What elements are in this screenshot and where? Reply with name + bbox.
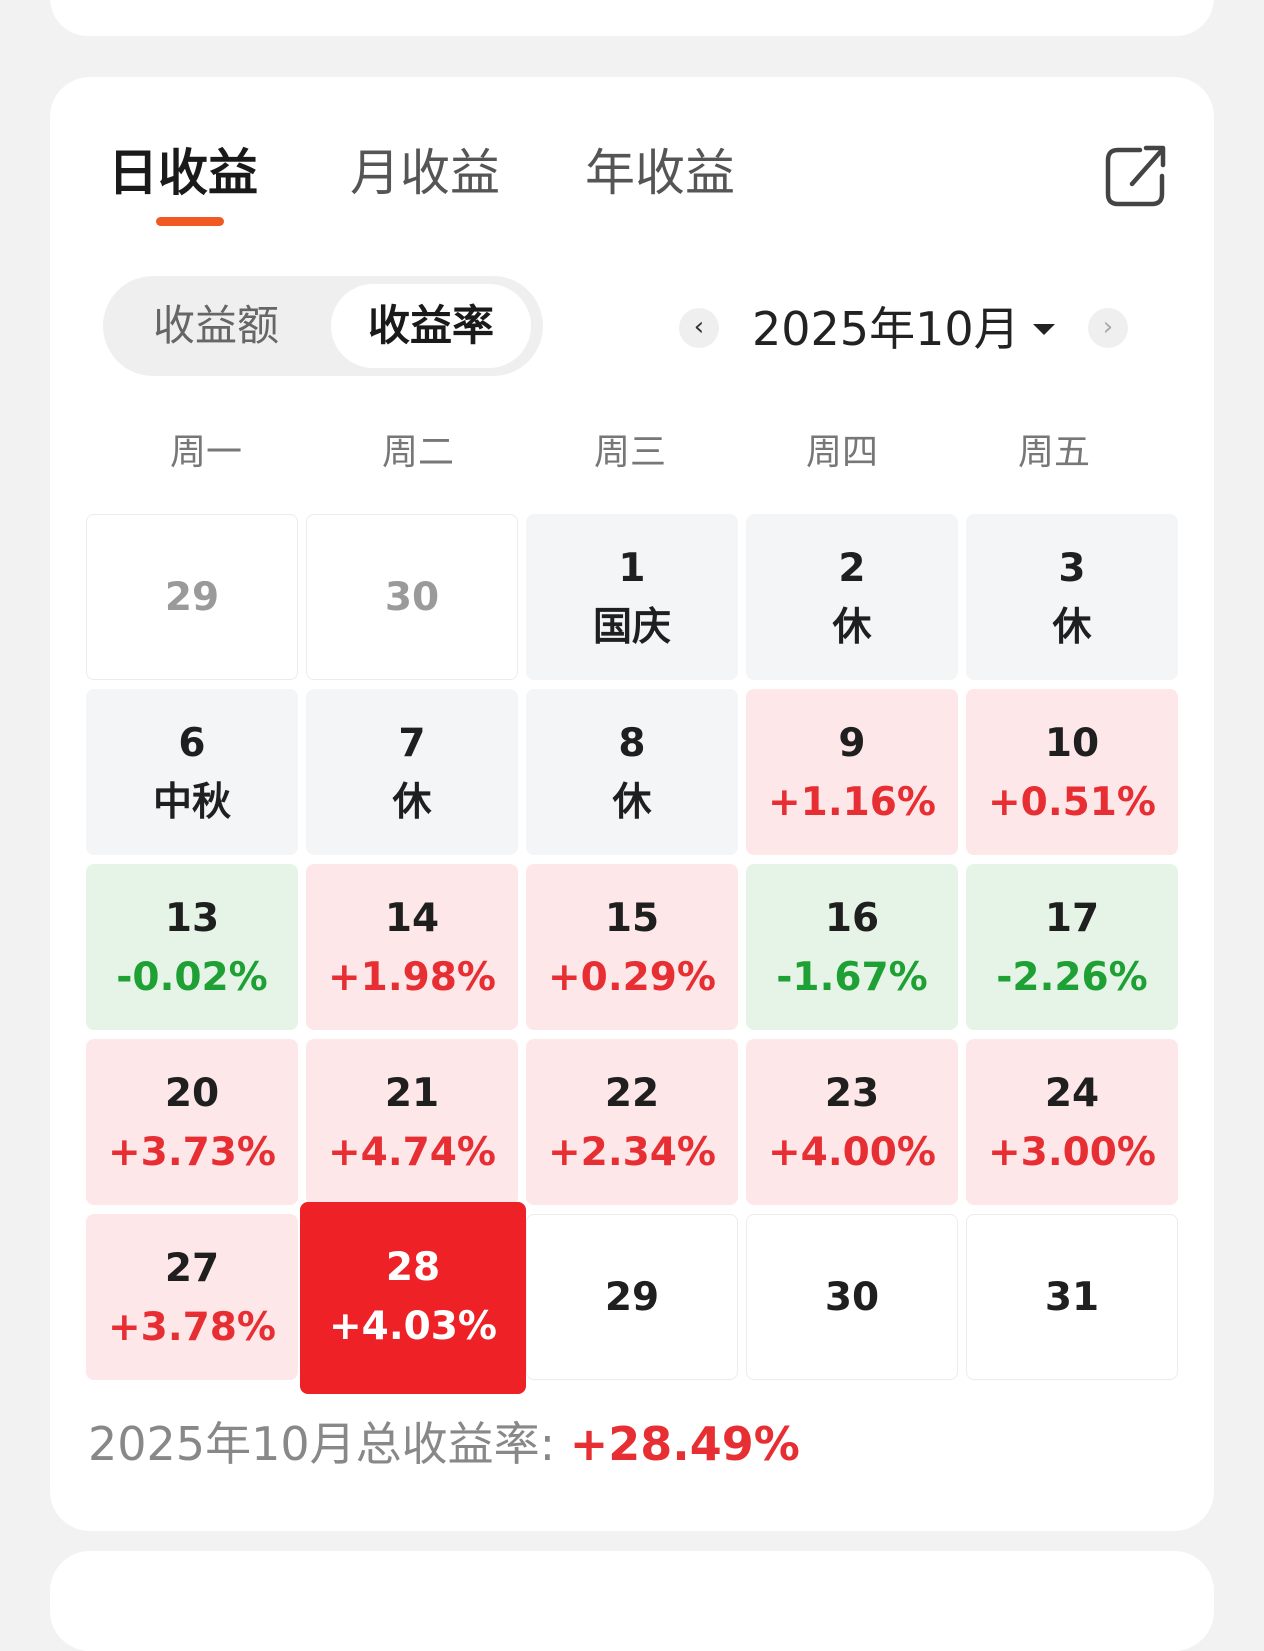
daily-return-rate: -1.67% (776, 955, 928, 1000)
day-number: 8 (618, 721, 646, 766)
tab-daily-earnings[interactable]: 日收益 (108, 144, 258, 202)
day-number: 20 (164, 1071, 220, 1116)
weekday-tue: 周二 (381, 432, 454, 473)
chevron-left-icon: ‹ (693, 312, 705, 342)
day-number: 28 (385, 1245, 441, 1290)
day-number: 13 (164, 896, 220, 941)
day-number: 1 (618, 546, 646, 591)
calendar-day[interactable]: 30 (306, 514, 518, 680)
summary-label: 2025年10月总收益率: (88, 1417, 570, 1471)
calendar-day[interactable]: 15 +0.29% (526, 864, 738, 1030)
weekday-wed: 周三 (593, 432, 666, 473)
day-number: 29 (604, 1275, 660, 1320)
share-icon (1105, 145, 1166, 207)
calendar-day[interactable]: 31 (966, 1214, 1178, 1380)
day-number: 9 (838, 721, 866, 766)
holiday-label: 休 (392, 780, 432, 825)
day-number: 24 (1044, 1071, 1100, 1116)
calendar-day[interactable]: 27 +3.78% (86, 1214, 298, 1380)
calendar-day[interactable]: 1 国庆 (526, 514, 738, 680)
holiday-label: 休 (612, 780, 652, 825)
day-number: 22 (604, 1071, 660, 1116)
calendar-day[interactable]: 6 中秋 (86, 689, 298, 855)
prev-month-button[interactable]: ‹ (679, 308, 719, 348)
calendar-day[interactable]: 13 -0.02% (86, 864, 298, 1030)
calendar-day[interactable]: 14 +1.98% (306, 864, 518, 1030)
next-card (50, 1551, 1214, 1651)
weekday-mon: 周一 (169, 432, 242, 473)
holiday-label: 中秋 (152, 780, 231, 825)
toggle-earnings-amount[interactable]: 收益额 (152, 301, 279, 350)
holiday-label: 休 (1052, 605, 1092, 650)
calendar-day[interactable]: 21 +4.74% (306, 1039, 518, 1205)
calendar-day[interactable]: 17 -2.26% (966, 864, 1178, 1030)
daily-return-rate: -2.26% (996, 955, 1148, 1000)
calendar-day[interactable]: 24 +3.00% (966, 1039, 1178, 1205)
day-number: 30 (824, 1275, 880, 1320)
calendar-day[interactable]: 22 +2.34% (526, 1039, 738, 1205)
weekday-thu: 周四 (805, 432, 878, 473)
day-number: 30 (384, 575, 440, 620)
toggle-earnings-rate[interactable]: 收益率 (331, 284, 531, 368)
holiday-label: 休 (832, 605, 872, 650)
calendar-day[interactable]: 30 (746, 1214, 958, 1380)
calendar-day[interactable]: 20 +3.73% (86, 1039, 298, 1205)
daily-return-rate: +4.03% (329, 1304, 497, 1349)
day-number: 6 (178, 721, 206, 766)
day-number: 23 (824, 1071, 880, 1116)
monthly-total-summary: 2025年10月总收益率: +28.49% (88, 1412, 800, 1476)
share-button[interactable] (1100, 142, 1170, 212)
daily-return-rate: +4.00% (768, 1130, 936, 1175)
calendar-day[interactable]: 10 +0.51% (966, 689, 1178, 855)
calendar-day[interactable]: 23 +4.00% (746, 1039, 958, 1205)
daily-return-rate: +2.34% (548, 1130, 716, 1175)
day-number: 27 (164, 1246, 220, 1291)
daily-return-rate: +0.51% (988, 780, 1156, 825)
day-number: 7 (398, 721, 426, 766)
previous-card (50, 0, 1214, 36)
tab-monthly-earnings[interactable]: 月收益 (350, 144, 500, 202)
day-number: 16 (824, 896, 880, 941)
daily-return-rate: +1.16% (768, 780, 936, 825)
calendar-day[interactable]: 9 +1.16% (746, 689, 958, 855)
active-tab-indicator (156, 217, 224, 226)
tab-yearly-earnings[interactable]: 年收益 (585, 144, 735, 202)
metric-toggle: 收益额 收益率 (103, 276, 543, 376)
calendar-day[interactable]: 16 -1.67% (746, 864, 958, 1030)
day-number: 21 (384, 1071, 440, 1116)
daily-return-rate: +3.00% (988, 1130, 1156, 1175)
caret-down-icon (1033, 324, 1055, 335)
next-month-button[interactable]: › (1088, 308, 1128, 348)
calendar-day[interactable]: 29 (86, 514, 298, 680)
month-selector[interactable]: 2025年10月 (752, 302, 1020, 356)
day-number: 10 (1044, 721, 1100, 766)
daily-return-rate: +0.29% (548, 955, 716, 1000)
day-number: 17 (1044, 896, 1100, 941)
day-number: 3 (1058, 546, 1086, 591)
daily-return-rate: +4.74% (328, 1130, 496, 1175)
chevron-right-icon: › (1102, 312, 1114, 342)
day-number: 15 (604, 896, 660, 941)
calendar-day[interactable]: 29 (526, 1214, 738, 1380)
daily-return-rate: +3.78% (108, 1305, 276, 1350)
daily-return-rate: +3.73% (108, 1130, 276, 1175)
calendar-day-selected[interactable]: 28 +4.03% (300, 1202, 526, 1394)
day-number: 2 (838, 546, 866, 591)
summary-total-rate: +28.49% (569, 1417, 800, 1471)
daily-return-rate: +1.98% (328, 955, 496, 1000)
day-number: 29 (164, 575, 220, 620)
day-number: 14 (384, 896, 440, 941)
weekday-fri: 周五 (1017, 432, 1090, 473)
holiday-label: 国庆 (592, 605, 671, 650)
daily-return-rate: -0.02% (116, 955, 268, 1000)
day-number: 31 (1044, 1275, 1100, 1320)
